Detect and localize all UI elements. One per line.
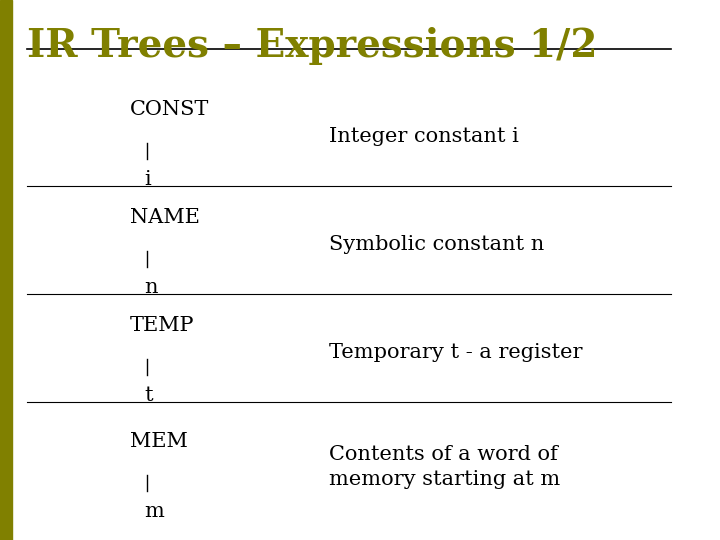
Text: MEM: MEM <box>130 432 188 451</box>
Text: Integer constant i: Integer constant i <box>329 127 519 146</box>
Text: n: n <box>144 278 158 297</box>
Text: t: t <box>144 386 153 405</box>
Text: Symbolic constant n: Symbolic constant n <box>329 235 544 254</box>
Text: i: i <box>144 170 150 189</box>
Text: m: m <box>144 502 163 521</box>
Text: Contents of a word of
memory starting at m: Contents of a word of memory starting at… <box>329 445 560 489</box>
Text: IR Trees – Expressions 1/2: IR Trees – Expressions 1/2 <box>27 27 598 65</box>
Text: CONST: CONST <box>130 100 210 119</box>
Bar <box>0 0 12 540</box>
Text: NAME: NAME <box>130 208 200 227</box>
Text: Temporary t - a register: Temporary t - a register <box>329 343 582 362</box>
Text: TEMP: TEMP <box>130 316 194 335</box>
